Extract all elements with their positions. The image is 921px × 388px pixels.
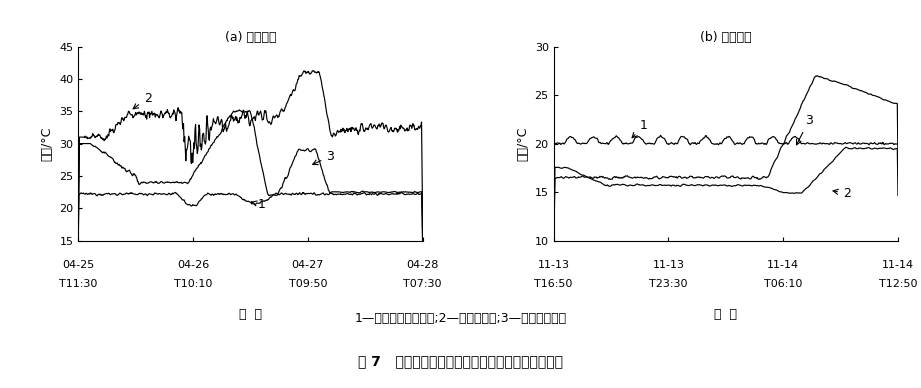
Text: 2: 2	[134, 92, 152, 109]
Text: T23:30: T23:30	[649, 279, 688, 289]
Text: T06:10: T06:10	[764, 279, 802, 289]
Y-axis label: 温度/°C: 温度/°C	[41, 126, 53, 161]
Y-axis label: 温度/°C: 温度/°C	[516, 126, 529, 161]
Text: 图 7   不同温控措施下夏季和冬季营养液温度的变化: 图 7 不同温控措施下夏季和冬季营养液温度的变化	[358, 354, 563, 368]
Text: T16:50: T16:50	[534, 279, 573, 289]
Text: 11-14: 11-14	[882, 260, 914, 270]
Text: 04-27: 04-27	[292, 260, 324, 270]
Text: 3: 3	[312, 150, 334, 165]
Text: 11-13: 11-13	[538, 260, 569, 270]
Text: 3: 3	[797, 114, 813, 145]
Text: 日  期: 日 期	[715, 308, 738, 322]
Text: 11-13: 11-13	[652, 260, 684, 270]
Text: T12:50: T12:50	[879, 279, 917, 289]
Text: T10:10: T10:10	[174, 279, 212, 289]
Text: 日  期: 日 期	[239, 308, 262, 322]
Text: 11-14: 11-14	[767, 260, 799, 270]
Text: 2: 2	[834, 187, 851, 200]
Title: (a) 夏季降温: (a) 夏季降温	[225, 31, 276, 44]
Text: 04-28: 04-28	[406, 260, 439, 270]
Text: 04-25: 04-25	[62, 260, 95, 270]
Text: T07:30: T07:30	[403, 279, 442, 289]
Text: 04-26: 04-26	[177, 260, 209, 270]
Text: 1: 1	[632, 119, 647, 138]
Text: 1: 1	[251, 198, 265, 211]
Text: T11:30: T11:30	[59, 279, 98, 289]
Title: (b) 冬季加温: (b) 冬季加温	[700, 31, 752, 44]
Text: 1—采用热电温控系统;2—无温控措施;3—温室环境温度: 1—采用热电温控系统;2—无温控措施;3—温室环境温度	[355, 312, 566, 325]
Text: T09:50: T09:50	[288, 279, 327, 289]
